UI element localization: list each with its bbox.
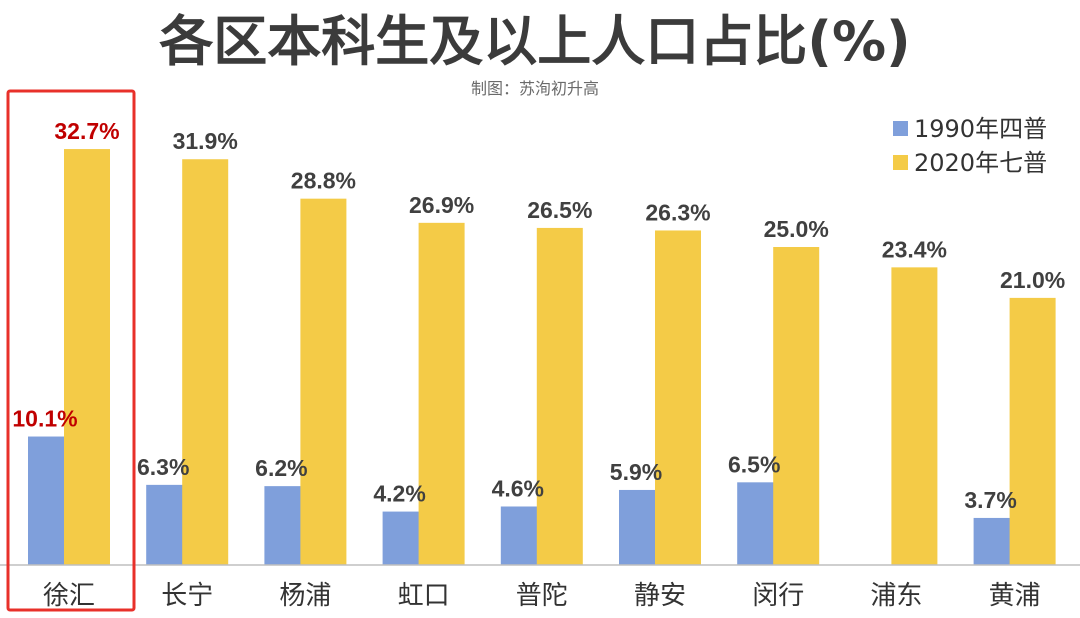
data-label-1990-6: 6.5% — [728, 451, 780, 477]
data-label-1990-5: 5.9% — [610, 459, 662, 485]
bar-2020-1 — [182, 159, 229, 565]
category-label-3: 虹口 — [398, 581, 450, 611]
bar-2020-7 — [891, 267, 938, 565]
category-label-4: 普陀 — [516, 581, 568, 611]
data-label-1990-0: 10.1% — [12, 406, 77, 432]
data-label-2020-8: 21.0% — [1000, 267, 1065, 293]
labels-group: 10.1% 32.7% 徐汇 6.3% 31.9% 长宁 6.2% 28.8% 杨浦 4.2% 26… — [12, 118, 1065, 611]
data-label-1990-8: 3.7% — [964, 487, 1016, 513]
highlight-box — [6, 89, 136, 612]
data-label-2020-2: 28.8% — [291, 168, 356, 194]
legend: 1990年四普 2020年七普 — [893, 115, 1047, 177]
bar-2020-3 — [418, 222, 465, 565]
bar-2020-2 — [300, 198, 347, 565]
category-label-7: 浦东 — [870, 581, 922, 611]
chart-subtitle: 制图：苏洵初升高 — [471, 79, 599, 98]
data-label-2020-0: 32.7% — [54, 118, 119, 144]
category-label-1: 长宁 — [161, 581, 213, 611]
data-label-2020-1: 31.9% — [173, 128, 238, 154]
category-label-8: 黄浦 — [989, 581, 1041, 611]
bar-2020-6 — [773, 247, 820, 565]
data-label-2020-7: 23.4% — [882, 236, 947, 262]
bar-2020-8 — [1009, 297, 1056, 565]
legend-swatch-2020 — [893, 155, 908, 170]
bar-2020-5 — [655, 230, 701, 566]
chart-title: 各区本科生及以上人口占比(%) — [159, 10, 910, 73]
legend-swatch-1990 — [893, 121, 908, 136]
bar-2020-0 — [64, 149, 110, 565]
data-label-1990-1: 6.3% — [137, 454, 189, 480]
category-label-2: 杨浦 — [279, 581, 331, 611]
data-label-2020-6: 25.0% — [764, 216, 829, 242]
category-label-0: 徐汇 — [43, 581, 95, 611]
data-label-2020-4: 26.5% — [527, 197, 592, 223]
category-label-6: 闵行 — [752, 581, 804, 611]
legend-label-2020: 2020年七普 — [914, 149, 1047, 177]
data-label-2020-3: 26.9% — [409, 192, 474, 218]
bar-2020-4 — [536, 227, 583, 566]
bars-group — [28, 149, 1056, 566]
legend-label-1990: 1990年四普 — [914, 115, 1047, 143]
data-label-1990-2: 6.2% — [255, 455, 307, 481]
data-label-2020-5: 26.3% — [645, 199, 710, 225]
data-label-1990-3: 4.2% — [373, 481, 425, 507]
category-label-5: 静安 — [634, 581, 686, 611]
data-label-1990-4: 4.6% — [492, 475, 544, 501]
